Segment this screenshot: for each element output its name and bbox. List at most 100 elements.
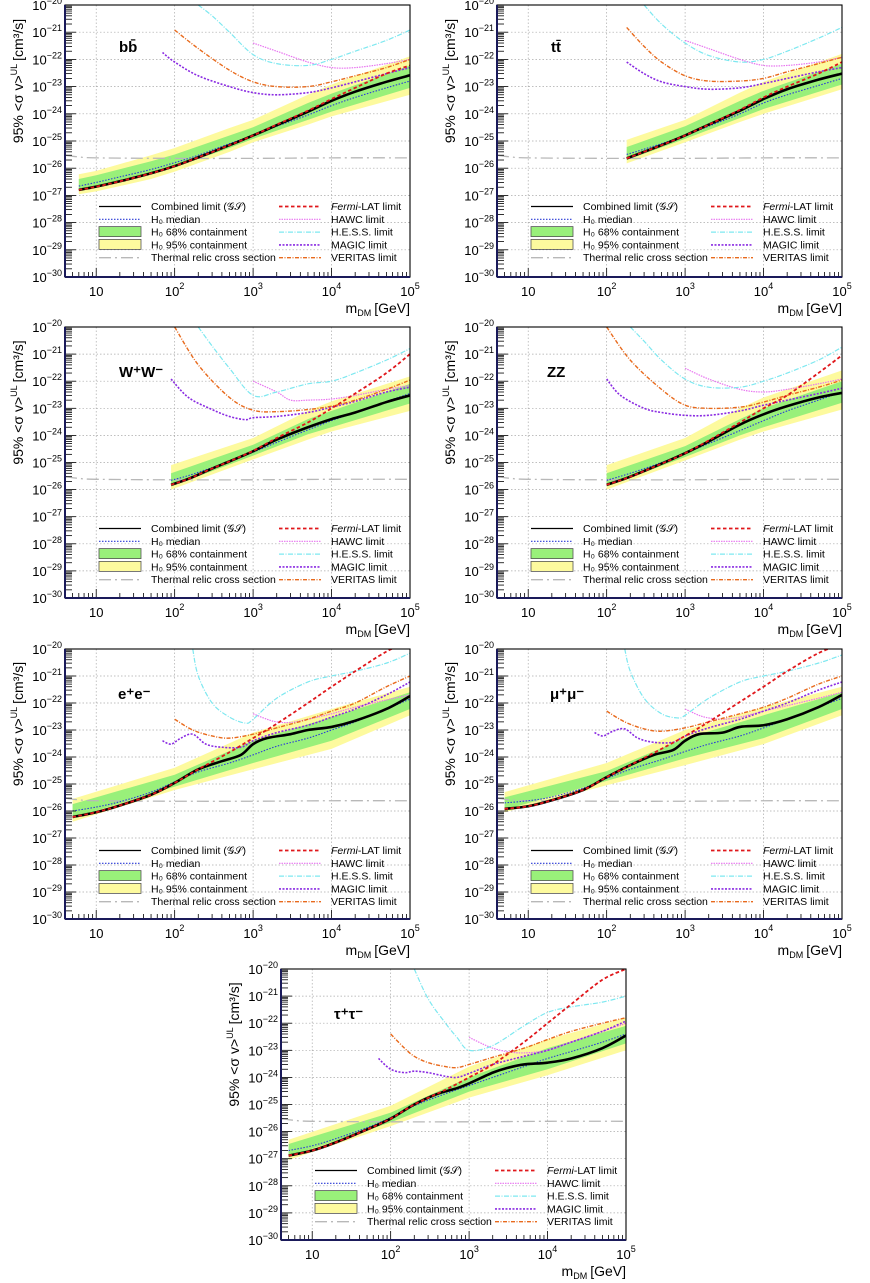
series-fermi-lat-limit: [78, 64, 410, 191]
x-tick-label: 10: [89, 284, 103, 299]
x-tick-label: 105: [400, 602, 419, 620]
series-thermal-relic-cross-section: [497, 154, 842, 160]
panel-channel-label: e⁺e⁻: [118, 686, 151, 703]
y-tick-label: 10−25: [32, 775, 62, 792]
y-axis-title: 95% <σ v>UL[cm³/s]: [9, 19, 26, 143]
y-tick-label: 10−22: [464, 50, 494, 67]
legend-label-veritas: VERITAS limit: [547, 1216, 613, 1228]
y-tick-label: 10−21: [248, 987, 278, 1004]
legend-label-median: H₀ median: [151, 858, 200, 870]
series-veritas-limit: [390, 1016, 626, 1069]
y-tick-label: 10−22: [32, 50, 62, 67]
legend-label-hawc: HAWC limit: [547, 1178, 600, 1190]
legend-label-magic: MAGIC limit: [331, 239, 387, 251]
y-tick-label: 10−29: [464, 241, 494, 258]
y-axis-title: 95% <σ v>UL[cm³/s]: [441, 340, 458, 464]
series-fermi-lat-limit: [170, 353, 410, 486]
legend-label-fermi: Fermi-LAT limit: [763, 523, 833, 535]
legend-label-thermal: Thermal relic cross section: [151, 896, 276, 908]
series-thermal-relic-cross-section: [65, 154, 410, 160]
x-axis-title: mDM [GeV]: [778, 621, 842, 639]
x-tick-label: 104: [322, 602, 341, 620]
x-tick-label: 10: [521, 926, 535, 941]
legend-label-median: H₀ median: [583, 858, 632, 870]
legend-label-hawc: HAWC limit: [331, 536, 384, 548]
y-tick-label: 10−23: [464, 721, 494, 738]
y-tick-label: 10−28: [248, 1177, 278, 1194]
x-tick-label: 10: [521, 284, 535, 299]
legend-label-magic: MAGIC limit: [763, 561, 819, 573]
legend-label-c95: H₀ 95% containment: [583, 239, 679, 251]
x-axis-title: mDM [GeV]: [778, 300, 842, 318]
legend-label-combined: Combined limit (𝒢𝒮): [151, 201, 246, 213]
y-tick-label: 10−20: [464, 318, 494, 335]
x-tick-label: 105: [832, 281, 851, 299]
series-magic-limit: [594, 681, 842, 744]
x-tick-label: 103: [459, 1244, 478, 1262]
legend-label-hess: H.E.S.S. limit: [331, 871, 393, 883]
y-axis-title: 95% <σ v>UL[cm³/s]: [225, 982, 242, 1106]
legend-swatch-c68: [530, 226, 574, 238]
y-tick-label: 10−23: [32, 399, 62, 416]
y-tick-label: 10−28: [32, 856, 62, 873]
y-tick-label: 10−22: [464, 694, 494, 711]
y-tick-label: 10−30: [32, 910, 62, 927]
y-tick-label: 10−24: [248, 1068, 278, 1085]
x-axis-title: mDM [GeV]: [562, 1263, 626, 1281]
legend-label-veritas: VERITAS limit: [331, 252, 397, 264]
series-magic-limit: [162, 681, 410, 749]
series-magic-limit: [626, 61, 842, 91]
y-tick-label: 10−29: [464, 883, 494, 900]
x-tick-label: 10: [305, 1247, 319, 1262]
y-tick-label: 10−21: [32, 345, 62, 362]
legend-swatch-c68: [98, 870, 142, 881]
series-h-e-s-s-limit: [629, 327, 842, 389]
x-tick-label: 105: [832, 923, 851, 941]
plot-content: [65, 5, 410, 195]
series-combined-limit: [288, 1034, 626, 1157]
x-tick-label: 102: [381, 1244, 400, 1262]
series-hawc-limit: [252, 694, 410, 724]
y-tick-label: 10−26: [32, 802, 62, 819]
legend-label-magic: MAGIC limit: [547, 1203, 603, 1215]
legend-label-thermal: Thermal relic cross section: [151, 252, 276, 264]
panel-channel-label: tt̄: [551, 39, 561, 56]
legend-label-magic: MAGIC limit: [331, 883, 387, 895]
series-h0-median: [288, 1033, 626, 1152]
y-tick-label: 10−27: [464, 829, 494, 846]
x-tick-label: 103: [243, 602, 262, 620]
y-tick-label: 10−30: [464, 589, 494, 606]
series-fermi-lat-limit: [626, 61, 842, 160]
y-tick-label: 10−26: [32, 481, 62, 498]
panel-channel-label: W⁺W⁻: [119, 364, 163, 381]
series-h-e-s-s-limit: [413, 969, 626, 1052]
y-tick-label: 10−24: [464, 426, 494, 443]
legend-swatch-c95: [530, 238, 574, 250]
series-h-e-s-s-limit: [192, 649, 410, 724]
y-tick-label: 10−27: [32, 508, 62, 525]
legend-label-hawc: HAWC limit: [331, 858, 384, 870]
y-tick-label: 10−20: [464, 0, 494, 13]
ticks: [64, 4, 411, 278]
legend-label-magic: MAGIC limit: [763, 239, 819, 251]
plot-content: [65, 649, 410, 822]
panel-6: 10−20 10−21 10−22 10−23 10−24 10−25 10−26 10−27…: [225, 960, 636, 1281]
legend-swatch-c95: [98, 883, 142, 894]
legend-label-c68: H₀ 68% containment: [151, 549, 247, 561]
legend-label-hawc: HAWC limit: [763, 858, 816, 870]
legend-swatch-c68: [98, 226, 142, 238]
series-fermi-lat-limit: [72, 649, 394, 818]
y-tick-label: 10−23: [32, 78, 62, 95]
x-tick-label: 105: [400, 923, 419, 941]
y-tick-label: 10−27: [464, 186, 494, 203]
y-tick-label: 10−29: [32, 241, 62, 258]
y-axis-title: 95% <σ v>UL[cm³/s]: [9, 340, 26, 464]
panel-1: 10−20 10−21 10−22 10−23 10−24 10−25 10−26 10−27…: [441, 0, 852, 318]
series-h-e-s-s-limit: [197, 5, 410, 67]
legend-label-hawc: HAWC limit: [763, 214, 816, 226]
